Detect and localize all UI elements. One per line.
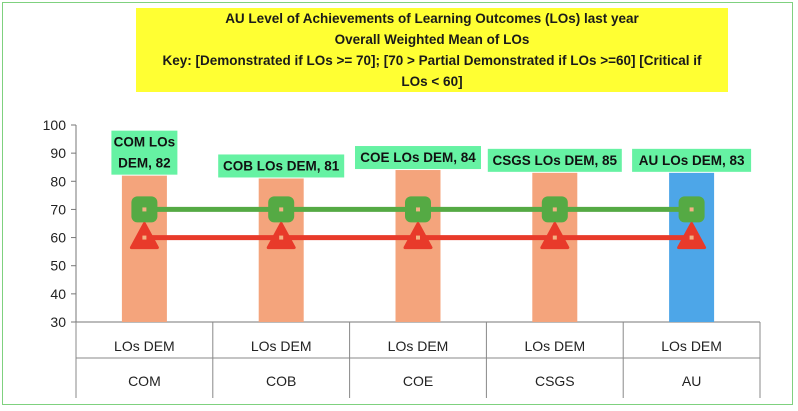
y-tick-label: 100 [43,117,67,133]
y-tick-label: 90 [50,145,66,161]
chart-title-line-4: LOs < 60] [401,74,463,89]
data-label-box [111,130,178,175]
y-tick-label: 30 [50,314,66,330]
threshold-marker-dot [552,235,557,240]
threshold-marker-dot [279,207,284,212]
x-subcategory-label: LOs DEM [524,338,585,354]
y-tick-label: 40 [50,286,66,302]
threshold-marker-dot [552,207,557,212]
x-category-label: CSGS [535,373,575,389]
y-tick-label: 60 [50,230,66,246]
chart-title-line-1: AU Level of Achievements of Learning Out… [225,11,639,26]
data-label-box [632,148,752,172]
threshold-marker-dot [689,207,694,212]
y-tick-label: 80 [50,173,66,189]
x-subcategory-label: LOs DEM [388,338,449,354]
x-category-label: COM [128,373,161,389]
threshold-marker-triangle [129,222,159,250]
threshold-marker-dot [689,235,694,240]
y-tick-label: 50 [50,258,66,274]
data-label-box [218,154,345,178]
threshold-lines-layer [129,196,707,250]
data-label: COB LOs DEM, 81 [223,158,340,173]
y-tick-label: 70 [50,201,66,217]
data-label: DEM, 82 [118,156,171,171]
data-label: COM LOs [114,135,176,150]
x-category-label: AU [682,373,701,389]
data-label-box [487,148,622,172]
threshold-marker-dot [142,235,147,240]
chart-title-line-3: Key: [Demonstrated if LOs >= 70]; [70 > … [162,53,702,68]
threshold-marker-dot [142,207,147,212]
x-subcategory-label: LOs DEM [114,338,175,354]
data-label: CSGS LOs DEM, 85 [493,153,618,168]
threshold-marker-dot [416,235,420,240]
data-label-box [355,146,481,170]
data-labels-layer: COM LOs DEM, 82 COB LOs DEM, 81 COE LOs DEM… [111,130,752,178]
threshold-marker-dot [416,207,420,212]
threshold-marker-triangle [677,222,707,250]
threshold-marker-triangle [403,222,433,250]
axes-layer: 30 40 50 60 70 80 90 100 LOs DEM COM LOs DEM COB LOs… [43,117,761,398]
x-subcategory-label: LOs DEM [251,338,312,354]
x-category-label: COE [403,373,433,389]
threshold-marker-triangle [266,222,296,250]
chart-title-box: AU Level of Achievements of Learning Out… [136,8,728,92]
threshold-marker-dot [279,235,284,240]
threshold-marker-triangle [540,222,570,250]
chart-title-line-2: Overall Weighted Mean of LOs [334,32,530,47]
data-label: AU LOs DEM, 83 [639,153,745,168]
x-category-label: COB [266,373,296,389]
data-label: COE LOs DEM, 84 [360,150,476,165]
x-subcategory-label: LOs DEM [661,338,722,354]
chart-frame [2,2,793,405]
